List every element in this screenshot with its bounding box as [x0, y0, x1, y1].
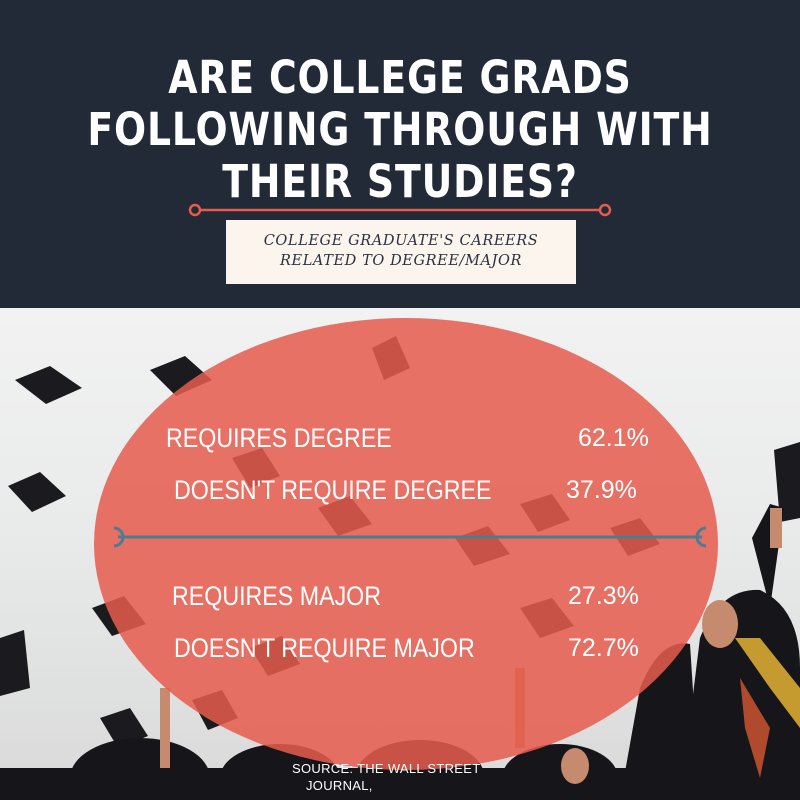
requires-degree-value: 62.1%	[578, 424, 649, 452]
title-underline-decoration	[188, 203, 612, 217]
source-line-2: JOURNAL,	[306, 778, 373, 793]
header-banner: ARE COLLEGE GRADS FOLLOWING THROUGH WITH…	[0, 0, 800, 308]
requires-major-value: 27.3%	[568, 582, 639, 610]
page-title: ARE COLLEGE GRADS FOLLOWING THROUGH WITH…	[87, 51, 713, 208]
requires-major-label: REQUIRES MAJOR	[172, 581, 382, 611]
subtitle-line-2: RELATED TO DEGREE/MAJOR	[280, 253, 522, 269]
stats-divider	[113, 526, 707, 548]
subtitle: COLLEGE GRADUATE'S CAREERS RELATED TO DE…	[226, 231, 576, 271]
doesnt-require-degree-label: DOESN'T REQUIRE DEGREE	[174, 475, 492, 505]
subtitle-box: COLLEGE GRADUATE'S CAREERS RELATED TO DE…	[226, 220, 576, 284]
doesnt-require-major-label: DOESN'T REQUIRE MAJOR	[174, 633, 475, 663]
stats-oval	[94, 318, 718, 770]
source-citation: SOURCE: THE WALL STREET JOURNAL,	[292, 760, 532, 794]
source-line-1: SOURCE: THE WALL STREET	[292, 761, 481, 776]
doesnt-require-degree-value: 37.9%	[566, 476, 637, 504]
doesnt-require-major-value: 72.7%	[568, 634, 639, 662]
requires-degree-label: REQUIRES DEGREE	[166, 423, 392, 453]
subtitle-line-1: COLLEGE GRADUATE'S CAREERS	[263, 233, 539, 249]
